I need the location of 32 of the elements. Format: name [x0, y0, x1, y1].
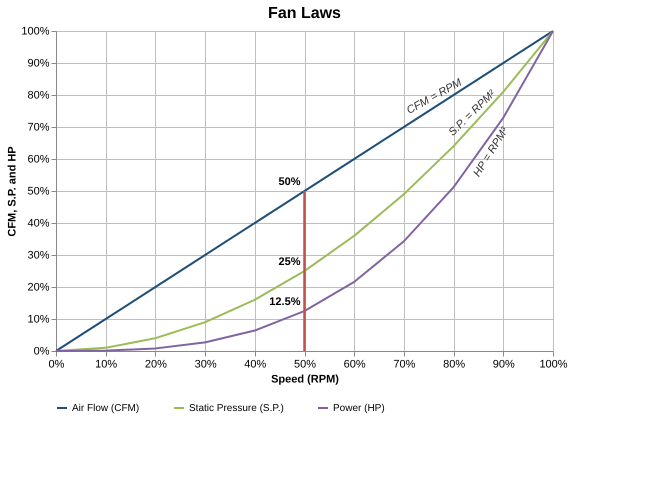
- annotation: 25%: [278, 256, 301, 268]
- x-tick-label: 40%: [244, 358, 267, 370]
- y-tick-label: 30%: [27, 250, 50, 262]
- annotation: 12.5%: [269, 296, 301, 308]
- y-axis-title: CFM, S.P. and HP: [6, 146, 18, 237]
- annotation: 50%: [278, 176, 301, 188]
- y-tick-label: 20%: [27, 282, 50, 294]
- legend-label: Power (HP): [333, 403, 385, 414]
- y-tick-label: 70%: [27, 122, 50, 134]
- x-tick-label: 100%: [539, 358, 568, 370]
- y-tick-label: 50%: [27, 186, 50, 198]
- x-tick-label: 70%: [393, 358, 416, 370]
- y-tick-label: 80%: [27, 90, 50, 102]
- x-tick-label: 90%: [492, 358, 516, 370]
- legend-label: Static Pressure (S.P.): [189, 403, 284, 414]
- y-tick-label: 0%: [34, 346, 50, 358]
- x-tick-label: 60%: [344, 358, 366, 370]
- y-tick-label: 90%: [27, 58, 50, 70]
- annotation: CFM = RPM: [404, 76, 465, 117]
- chart-title: Fan Laws: [268, 5, 342, 22]
- y-tick-label: 60%: [27, 154, 50, 166]
- x-tick-label: 0%: [48, 358, 65, 370]
- x-axis-title: Speed (RPM): [271, 374, 340, 386]
- x-tick-label: 80%: [443, 358, 466, 370]
- x-tick-label: 20%: [144, 358, 168, 370]
- x-tick-label: 30%: [194, 358, 217, 370]
- y-tick-label: 10%: [27, 314, 50, 326]
- y-tick-label: 40%: [27, 218, 50, 230]
- legend-label: Air Flow (CFM): [72, 403, 140, 414]
- y-tick-label: 100%: [21, 26, 50, 38]
- x-tick-label: 50%: [294, 358, 316, 370]
- x-tick-label: 10%: [95, 358, 118, 370]
